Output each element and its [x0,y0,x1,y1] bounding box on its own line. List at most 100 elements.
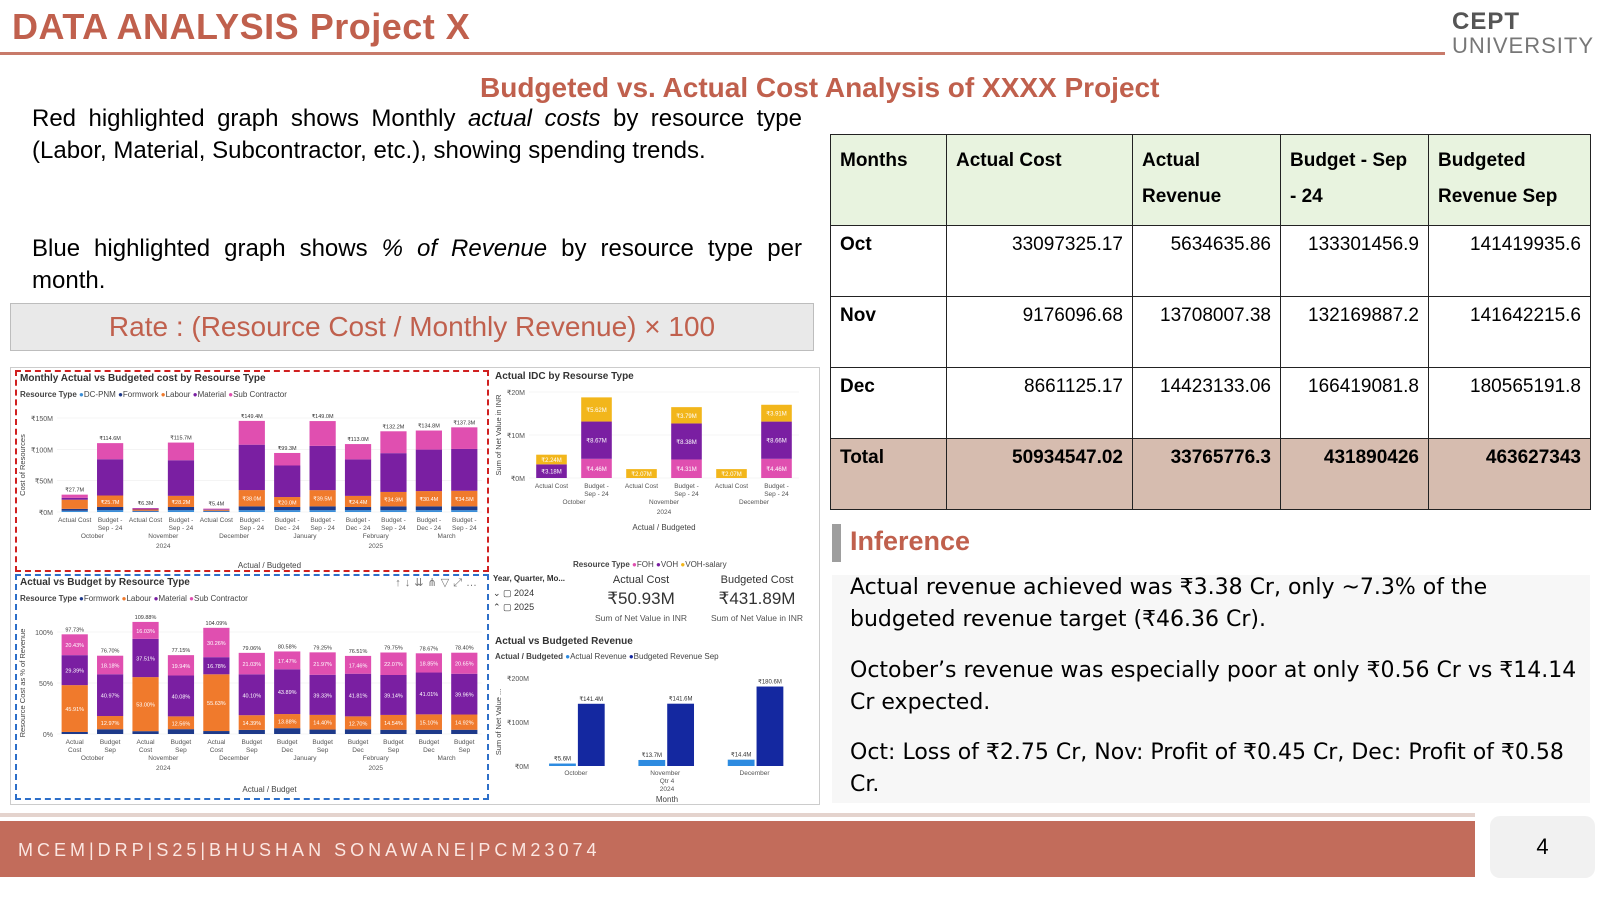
x-tick-label: Budget - [417,517,442,524]
x-tick-sublabel: Sep - 24 [98,525,123,532]
focus-mode-icon[interactable]: ⤢ [453,577,466,589]
legend-sub-contractor: Sub Contractor [233,390,287,399]
expand-all-icon[interactable]: ⇊ [414,577,428,589]
revenue-bar-budgeted-revenue-sep [667,703,695,766]
monthly-cost-chart: Cost of Resources ₹150M ₹100M ₹50M ₹0M ₹27.7M… [18,413,482,570]
legend-sub-contractor: Sub Contractor [194,594,248,603]
bar-segment-material [451,673,478,715]
month-group-label: March [438,755,456,762]
panel2-legend: Resource Type ●FOH ●VOH ●VOH-salary [573,560,727,569]
bar-segment-labour [451,714,478,730]
segment-data-label: 14.40% [313,721,332,727]
segment-data-label: ₹2.07M [631,471,652,478]
cell-actual-revenue: 14423133.06 [1132,367,1281,439]
slicer-item-2025[interactable]: ⌃ ▢ 2025 [493,602,535,612]
total-data-label: 78.67% [420,646,439,652]
total-data-label: ₹5.4M [209,501,225,508]
segment-data-label: 21.97% [313,662,332,668]
intro-p2-text-b: by resource type per month. [32,235,802,294]
bar-segment-formwork [309,506,336,511]
bar-segment-sub-contractor [61,634,88,656]
inference-accent-bar [832,524,841,562]
month-group-label: October [562,499,586,506]
cept-university-logo: CEPT UNIVERSITY [1452,10,1594,58]
x-tick-label: Actual Cost [129,517,162,524]
panel2-legend-label: Resource Type [573,560,630,569]
intro-p2-text-a: Blue highlighted graph shows [32,235,382,262]
drill-up-icon[interactable]: ↑ [395,577,405,589]
footer-bar [0,821,1475,877]
segment-data-label: 41.81% [349,694,368,700]
segment-data-label: ₹24.4M [349,499,368,506]
bar-segment-sub-contractor [167,442,195,461]
total-data-label: 76.51% [349,649,368,655]
panel3-legend-label: Resource Type [20,594,77,603]
bar-segment-sub-contractor [415,653,442,673]
more-options-icon[interactable]: … [466,577,481,589]
date-slicer[interactable]: Year, Quarter, Mo... ⌄ ▢ 2024 ⌃ ▢ 2025 [493,574,579,634]
bar-segment-sub-contractor [61,494,88,498]
bar-segment-material [344,459,372,496]
inference-point-3: Oct: Loss of ₹2.75 Cr, Nov: Profit of ₹0… [850,740,1564,797]
y-axis-label: Resource Cost as % of Revenue [18,629,27,738]
bar-segment-material [61,655,88,686]
card-title: Budgeted Cost [720,574,794,586]
bar-segment-sub-contractor [203,627,230,658]
x-tick-label: Budget - [674,483,699,490]
bar-segment-formwork [61,508,88,511]
segment-data-label: 15.10% [420,721,439,727]
footer-text: MCEM|DRP|S25|BHUSHAN SONAWANE|PCM23074 [18,840,601,860]
segment-data-label: ₹2.24M [541,457,562,464]
hierarchy-icon[interactable]: ⋔ [427,577,441,589]
bar-segment-sub-contractor [380,431,407,454]
bar-segment-dc-pnm [380,510,407,512]
month-group-label: October [81,755,105,762]
y-tick-label: ₹0M [511,475,525,483]
segment-data-label: ₹8.67M [586,438,607,445]
x-tick-label: Budget [277,739,298,746]
slide-subtitle: Budgeted vs. Actual Cost Analysis of XXX… [480,72,1160,103]
x-tick-sublabel: Sep - 24 [310,525,335,532]
segment-data-label: ₹3.18M [541,469,562,476]
bar-segment-voh [581,421,612,459]
total-data-label: 97.73% [65,627,84,633]
slicer-item-2024[interactable]: ⌄ ▢ 2024 [493,588,535,598]
bar-segment-dc-pnm [274,510,301,512]
x-tick-sublabel: Sep - 24 [764,491,789,498]
inference-title: Inference [850,526,971,556]
y-tick-label: 100% [35,630,53,637]
bar-segment-labour [309,714,336,730]
inference-box [832,575,1590,803]
bar-segment-formwork [415,729,442,734]
cell-total-actual-revenue: 33765776.3 [1132,438,1281,510]
panel3-legend: Resource Type ●Formwork ●Labour ●Materia… [20,594,248,603]
segment-data-label: ₹4.46M [586,466,607,473]
total-data-label: 79.75% [384,645,403,651]
bar-segment-material [309,674,336,715]
bar-segment-voh [671,423,702,460]
filter-icon[interactable]: ▽ [440,577,454,589]
x-tick-sublabel: Dec - 24 [275,525,300,532]
bar-segment-voh-salary [536,454,567,465]
cell-total-label: Total [830,438,947,510]
bar-segment-material [415,449,442,492]
bar-segment-labour [238,715,265,730]
segment-data-label: ₹4.31M [676,466,697,473]
total-data-label: 76.70% [101,649,120,655]
header-actual-cost: Actual Cost [946,134,1133,226]
cell-budget: 133301456.9 [1280,225,1429,297]
x-tick-label: October [564,770,588,777]
table-total-row: Total 50934547.02 33765776.3 431890426 4… [830,438,1591,510]
intro-p1-text-b: by resource type (Labor, Material, Subco… [32,105,803,164]
segment-data-label: 55.63% [207,701,226,707]
y-tick-label: ₹20M [507,389,525,397]
drill-down-icon[interactable]: ↓ [404,577,415,589]
card-subtitle: Sum of Net Value in INR [595,613,687,623]
visual-toolbar[interactable]: ↑↓⇊⋔▽⤢… [395,576,481,590]
bar-segment-dc-pnm [451,510,478,512]
total-data-label: ₹132.2M [383,423,405,430]
bar-segment-material [274,465,301,498]
bar-segment-dc-pnm [61,510,88,512]
bar-segment-dc-pnm [167,510,195,512]
x-tick-sublabel: Cost [210,747,224,754]
